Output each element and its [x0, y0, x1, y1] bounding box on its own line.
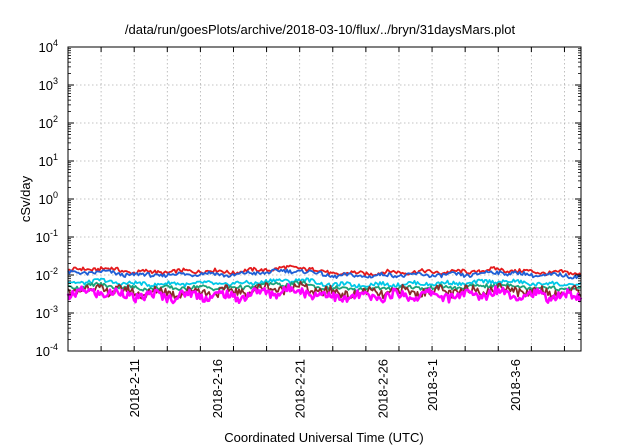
- series-line: [66, 283, 583, 305]
- y-tick-label: 103: [39, 76, 58, 93]
- y-tick-label: 10-1: [36, 228, 58, 245]
- y-tick-label: 10-2: [36, 266, 58, 283]
- y-tick-label: 10-3: [36, 304, 58, 321]
- y-tick-label: 100: [39, 190, 58, 207]
- series-line: [67, 264, 582, 277]
- ticks: [68, 46, 581, 352]
- x-tick-labels: 2018-2-11 2018-2-16 2018-2-21 2018-2-26 2018…: [127, 359, 523, 418]
- x-axis-label: Coordinated Universal Time (UTC): [224, 430, 423, 445]
- y-tick-label: 10-4: [36, 342, 58, 359]
- y-tick-label: 102: [39, 114, 58, 131]
- x-tick-label: 2018-2-21: [293, 359, 308, 418]
- x-tick-label: 2018-3-6: [508, 359, 523, 411]
- y-tick-label: 101: [39, 152, 58, 169]
- x-tick-label: 2018-2-11: [127, 359, 142, 417]
- x-tick-label: 2018-2-26: [375, 359, 390, 418]
- y-axis-label: cSv/day: [18, 175, 33, 222]
- y-tick-label: 104: [39, 38, 58, 55]
- x-tick-label: 2018-3-1: [425, 359, 440, 411]
- series-line: [67, 277, 582, 289]
- series-layer: [66, 264, 583, 305]
- series-line: [67, 268, 582, 280]
- y-tick-labels: 10-4 10-3 10-2 10-1 100 101 102 103 104: [36, 38, 58, 359]
- chart-title: /data/run/goesPlots/archive/2018-03-10/f…: [125, 22, 516, 37]
- x-tick-label: 2018-2-16: [210, 359, 225, 418]
